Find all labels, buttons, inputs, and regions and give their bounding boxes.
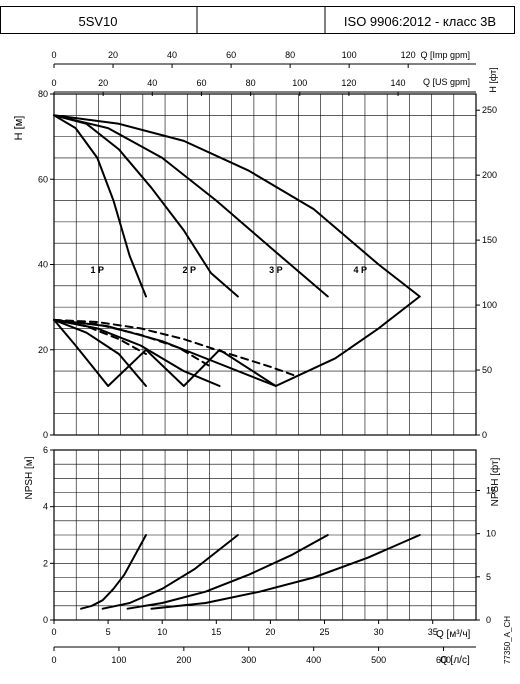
- top-axis-tick-label: 100: [342, 50, 357, 60]
- bottom-axis-label: Q [л/с]: [440, 655, 470, 666]
- curve-1p: [53, 114, 147, 298]
- head-y-tick-label: 80: [38, 89, 48, 99]
- head-y2-tick-label: 50: [482, 365, 492, 375]
- head-y-ticks: 0 20 40 60 80: [38, 89, 54, 440]
- head-y2-tick-label: 150: [482, 235, 497, 245]
- stage-label: 4 P: [353, 265, 367, 275]
- npsh-panel: 0 2 4 6 0 5 10 15 NPSH [м] NPSH [фт] 0 5 10 15 20 2…: [24, 445, 501, 640]
- top-axis-tick-label: 100: [292, 78, 307, 88]
- npsh-y-tick-label: 6: [43, 445, 48, 455]
- top-axis-tick-label: 120: [401, 50, 416, 60]
- npsh-y2-tick-label: 15: [486, 485, 496, 495]
- curve: [53, 318, 147, 355]
- top-axis-imp-ticks: 0 20 40 60 80 100 120: [51, 50, 416, 68]
- head-y-tick-label: 0: [43, 430, 48, 440]
- bottom-axis-tick-label: 600: [436, 655, 451, 665]
- top-axes: Q [Imp gpm] 0 20 40 60 80 100 120 Q [US gpm] 0…: [51, 50, 476, 96]
- npsh-frame: [53, 449, 477, 621]
- curve-3p: [53, 114, 329, 298]
- header-frame: [0, 6, 515, 34]
- npsh-x-tick-label: 0: [51, 627, 56, 637]
- curve-2p: [53, 114, 239, 298]
- bottom-axis-tick-label: 0: [51, 655, 56, 665]
- top-axis-tick-label: 0: [51, 50, 56, 60]
- npsh-x-tick-label: 35: [428, 627, 438, 637]
- head-y2-label: H [фт]: [488, 67, 498, 92]
- top-axis-tick-label: 60: [196, 78, 206, 88]
- npsh-y2-ticks: 0 5 10 15: [476, 485, 496, 625]
- npsh-x-tick-label: 5: [106, 627, 111, 637]
- npsh-y2-tick-label: 5: [486, 572, 491, 582]
- top-axis-tick-label: 60: [226, 50, 236, 60]
- bottom-axis-ticks: 0 100 200 300 400 500 600: [51, 647, 451, 665]
- npsh-curves: [80, 534, 421, 610]
- stage-label: 3 P: [269, 265, 283, 275]
- bottom-axis-tick-label: 500: [371, 655, 386, 665]
- npsh-x-tick-label: 20: [265, 627, 275, 637]
- top-axis-tick-label: 140: [391, 78, 406, 88]
- npsh-y2-label: NPSH [фт]: [489, 457, 501, 506]
- bottom-axis-tick-label: 300: [241, 655, 256, 665]
- curve: [126, 534, 329, 610]
- npsh-x-label: Q [м³/ч]: [436, 629, 471, 640]
- top-axis-tick-label: 80: [246, 78, 256, 88]
- bottom-axis-tick-label: 400: [306, 655, 321, 665]
- top-axis-tick-label: 20: [98, 78, 108, 88]
- top-axis-tick-label: 40: [167, 50, 177, 60]
- curve: [101, 534, 239, 610]
- top-axis-imp-label: Q [Imp gpm]: [420, 50, 470, 60]
- npsh-x-ticks: 0 5 10 15 20 25 30 35: [51, 620, 438, 637]
- npsh-x-tick-label: 15: [211, 627, 221, 637]
- npsh-y-tick-label: 0: [43, 615, 48, 625]
- top-axis-tick-label: 40: [147, 78, 157, 88]
- head-y2-tick-label: 100: [482, 300, 497, 310]
- head-grid: [54, 94, 476, 435]
- curve: [53, 318, 147, 387]
- stage-label: 1 P: [91, 265, 105, 275]
- head-y-tick-label: 60: [38, 174, 48, 184]
- stage-label: 2 P: [182, 265, 196, 275]
- head-y2-ticks: 0 50 100 150 200 250: [476, 105, 497, 440]
- stage-labels: 1 P 2 P 3 P 4 P: [91, 265, 367, 275]
- head-curves: [53, 114, 421, 387]
- npsh-y-label: NPSH [м]: [24, 456, 35, 499]
- bottom-axis-tick-label: 200: [176, 655, 191, 665]
- head-y2-tick-label: 250: [482, 105, 497, 115]
- bottom-axis: 0 100 200 300 400 500 600 Q [л/с]: [51, 646, 476, 666]
- top-axis-tick-label: 0: [51, 78, 56, 88]
- npsh-y-tick-label: 4: [43, 502, 48, 512]
- pump-model: 5SV10: [78, 14, 117, 29]
- curve: [80, 534, 147, 610]
- top-axis-us-ticks: 0 20 40 60 80 100 120 140: [51, 78, 406, 96]
- npsh-y-ticks: 0 2 4 6: [43, 445, 54, 625]
- npsh-x-tick-label: 25: [320, 627, 330, 637]
- npsh-y-tick-label: 2: [43, 558, 48, 568]
- top-axis-tick-label: 120: [341, 78, 356, 88]
- top-axis-tick-label: 20: [108, 50, 118, 60]
- head-y-label: H [м]: [13, 116, 25, 141]
- npsh-y2-tick-label: 10: [486, 529, 496, 539]
- curve: [150, 534, 421, 610]
- curve: [53, 318, 212, 368]
- npsh-x-tick-label: 10: [157, 627, 167, 637]
- head-y-tick-label: 40: [38, 260, 48, 270]
- drawing-code: 77350_A_CH: [503, 616, 512, 664]
- npsh-y2-tick-label: 0: [486, 615, 491, 625]
- bottom-axis-tick-label: 100: [111, 655, 126, 665]
- curve: [53, 318, 296, 377]
- top-axis-tick-label: 80: [285, 50, 295, 60]
- curve-4p: [53, 114, 421, 298]
- standard-label: ISO 9906:2012 - класс 3В: [344, 14, 496, 29]
- header: 5SV10 ISO 9906:2012 - класс 3В: [0, 6, 515, 34]
- head-y2-tick-label: 200: [482, 170, 497, 180]
- npsh-x-tick-label: 30: [374, 627, 384, 637]
- top-axis-us-label: Q [US gpm]: [423, 77, 470, 87]
- npsh-grid: [54, 450, 476, 620]
- curve: [53, 295, 421, 387]
- head-y2-tick-label: 0: [482, 430, 487, 440]
- head-y-tick-label: 20: [38, 345, 48, 355]
